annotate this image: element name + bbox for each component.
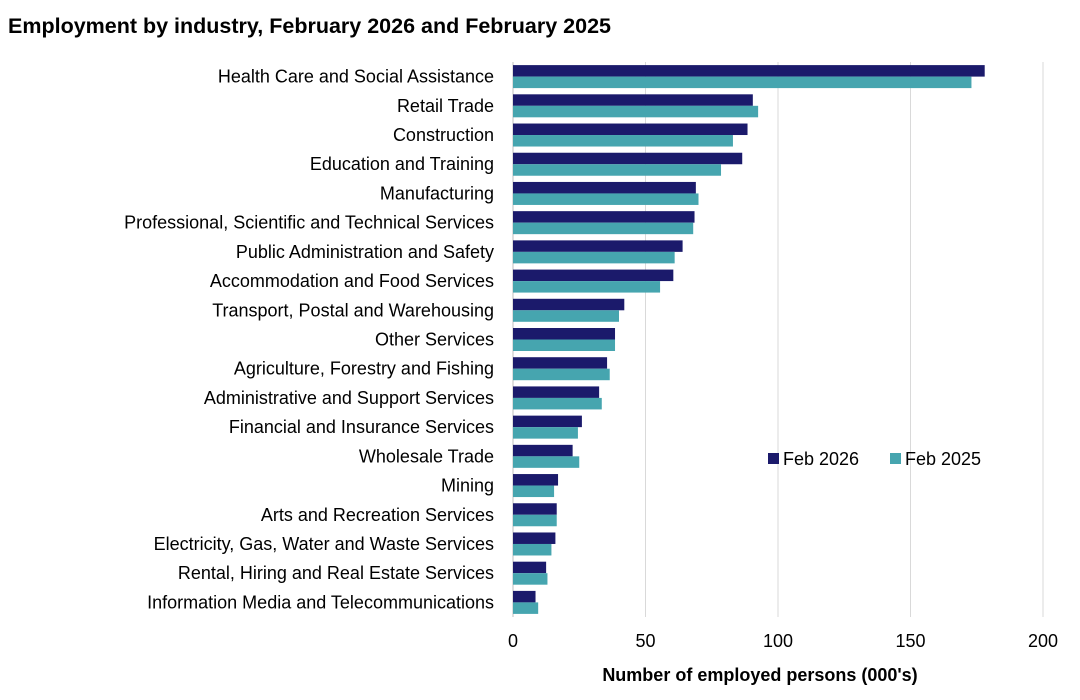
bar-feb-2025: [513, 485, 555, 498]
category-label: Public Administration and Safety: [236, 242, 494, 262]
category-label: Mining: [441, 476, 494, 496]
bar-feb-2025: [513, 222, 694, 235]
x-tick-label: 0: [508, 631, 518, 651]
bar-feb-2025: [513, 514, 557, 527]
bar-feb-2025: [513, 602, 539, 614]
legend-label: Feb 2025: [905, 449, 981, 469]
bar-feb-2026: [513, 532, 556, 544]
legend-swatch: [890, 453, 901, 464]
bar-feb-2026: [513, 94, 753, 106]
bar-feb-2026: [513, 328, 616, 340]
category-label: Financial and Insurance Services: [229, 417, 494, 437]
bar-feb-2025: [513, 573, 548, 585]
bar-feb-2025: [513, 135, 733, 147]
bar-feb-2026: [513, 152, 743, 165]
x-tick-label: 50: [635, 631, 655, 651]
bar-feb-2026: [513, 269, 674, 282]
category-labels: Health Care and Social Assistance Retail …: [124, 67, 494, 613]
x-axis-title: Number of employed persons (000's): [602, 665, 917, 685]
bar-feb-2025: [513, 427, 578, 439]
bar-feb-2025: [513, 543, 552, 556]
category-label: Rental, Hiring and Real Estate Services: [178, 563, 494, 583]
legend-label: Feb 2026: [783, 449, 859, 469]
category-label: Accommodation and Food Services: [210, 271, 494, 291]
bars: [513, 65, 985, 614]
bar-feb-2026: [513, 415, 582, 428]
category-label: Construction: [393, 125, 494, 145]
bar-feb-2026: [513, 357, 608, 369]
bar-feb-2026: [513, 211, 695, 223]
category-label: Wholesale Trade: [359, 446, 494, 466]
bar-feb-2025: [513, 251, 675, 264]
bar-feb-2025: [513, 456, 580, 468]
bar-feb-2026: [513, 444, 573, 457]
x-axis-ticks: 0 50 100 150 200: [508, 631, 1058, 651]
category-label: Information Media and Telecommunications: [147, 592, 494, 612]
category-label: Health Care and Social Assistance: [218, 67, 494, 87]
bar-feb-2026: [513, 503, 557, 515]
bar-feb-2025: [513, 164, 722, 176]
bar-feb-2026: [513, 65, 985, 77]
chart-title: Employment by industry, February 2026 an…: [8, 14, 612, 38]
bar-feb-2026: [513, 590, 536, 603]
category-label: Retail Trade: [397, 96, 494, 116]
x-tick-label: 100: [763, 631, 793, 651]
category-label: Education and Training: [310, 154, 494, 174]
bar-feb-2026: [513, 561, 547, 574]
bar-feb-2025: [513, 339, 616, 351]
bar-feb-2026: [513, 474, 559, 486]
category-label: Agriculture, Forestry and Fishing: [234, 359, 494, 379]
bar-feb-2025: [513, 310, 619, 322]
category-label: Other Services: [375, 330, 494, 350]
bar-feb-2025: [513, 193, 699, 205]
bar-feb-2026: [513, 240, 683, 252]
category-label: Administrative and Support Services: [204, 388, 494, 408]
bar-feb-2025: [513, 76, 972, 89]
legend: Feb 2026 Feb 2025: [768, 449, 981, 469]
bar-feb-2025: [513, 368, 610, 381]
bar-feb-2025: [513, 397, 602, 410]
category-label: Transport, Postal and Warehousing: [212, 300, 494, 320]
bar-feb-2026: [513, 181, 696, 194]
bar-feb-2026: [513, 123, 748, 136]
category-label: Electricity, Gas, Water and Waste Servic…: [154, 534, 494, 554]
category-label: Manufacturing: [380, 183, 494, 203]
category-label: Arts and Recreation Services: [261, 505, 494, 525]
category-label: Professional, Scientific and Technical S…: [124, 213, 494, 233]
bar-feb-2025: [513, 281, 661, 293]
x-tick-label: 150: [895, 631, 925, 651]
legend-swatch: [768, 453, 779, 464]
bar-feb-2026: [513, 298, 625, 311]
bar-feb-2025: [513, 105, 759, 118]
bar-feb-2026: [513, 386, 600, 398]
x-tick-label: 200: [1028, 631, 1058, 651]
